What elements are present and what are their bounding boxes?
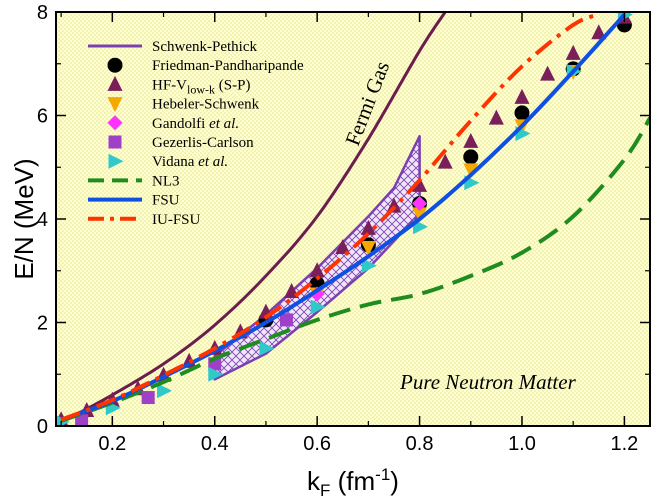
legend-label-friedman-pandharipande: Friedman-Pandharipande bbox=[152, 58, 304, 74]
legend-symbol-vidana-et-al bbox=[108, 153, 124, 169]
plot-background bbox=[56, 12, 650, 426]
x-tick-label: 0.2 bbox=[98, 433, 126, 455]
point-hf-v bbox=[540, 65, 556, 81]
x-tick-label: 0.6 bbox=[303, 433, 331, 455]
legend-label-nl3: NL3 bbox=[152, 173, 180, 189]
point-gezerlis-carlson bbox=[279, 313, 293, 327]
point-hf-v bbox=[437, 153, 453, 169]
point-hf-v bbox=[514, 88, 530, 104]
line-fsu bbox=[60, 13, 626, 422]
legend-symbol-gezerlis-carlson bbox=[108, 135, 122, 149]
x-tick-label: 1.2 bbox=[610, 433, 638, 455]
line-fermi-gas bbox=[60, 12, 447, 424]
legend-label-hebeler-schwenk: Hebeler-Schwenk bbox=[152, 97, 260, 113]
point-hf-v bbox=[488, 109, 504, 125]
legend-label-vidana-et-al: Vidana et al. bbox=[152, 154, 228, 170]
point-hf-v bbox=[591, 24, 607, 40]
point-vidana-et-al bbox=[208, 366, 224, 382]
legend: Schwenk-Pethick Friedman-Pandharipande HF-… bbox=[88, 39, 304, 228]
point-vidana-et-al bbox=[157, 383, 173, 399]
point-gezerlis-carlson bbox=[141, 391, 155, 405]
point-friedman-pandharipande bbox=[463, 149, 479, 165]
line-nl3 bbox=[60, 117, 650, 423]
legend-label-iu-fsu: IU-FSU bbox=[152, 212, 201, 228]
x-tick-label: 1.0 bbox=[508, 433, 536, 455]
point-gandolfi-et-al bbox=[412, 195, 428, 211]
legend-label-gezerlis-carlson: Gezerlis-Carlson bbox=[152, 135, 254, 151]
legend-label-schwenk-pethick: Schwenk-Pethick bbox=[152, 39, 257, 55]
point-vidana-et-al bbox=[361, 258, 377, 274]
legend-label-gandolfi-et-al: Gandolfi et al. bbox=[152, 116, 239, 132]
legend-symbol-hf-v bbox=[107, 75, 123, 91]
point-hf-v bbox=[412, 176, 428, 192]
legend-label-fsu: FSU bbox=[152, 193, 180, 209]
point-hf-v bbox=[309, 262, 325, 278]
point-hebeler-schwenk bbox=[463, 163, 479, 179]
legend-symbol-gandolfi-et-al bbox=[107, 115, 123, 131]
point-vidana-et-al bbox=[259, 340, 275, 356]
point-friedman-pandharipande bbox=[514, 105, 530, 121]
legend-symbol-friedman-pandharipande bbox=[107, 57, 123, 73]
point-vidana-et-al bbox=[310, 299, 326, 315]
point-hf-v bbox=[335, 238, 351, 254]
y-tick-label: 4 bbox=[37, 209, 48, 231]
x-tick-label: 0.4 bbox=[201, 433, 229, 455]
x-tick-label: 0.8 bbox=[406, 433, 434, 455]
point-hf-v bbox=[463, 132, 479, 148]
y-axis-label: E/N (MeV) bbox=[9, 158, 39, 279]
point-gezerlis-carlson bbox=[75, 414, 89, 426]
annotation-pure-neutron-matter: Pure Neutron Matter bbox=[399, 370, 577, 394]
y-tick-label: 2 bbox=[37, 313, 48, 335]
y-tick-label: 8 bbox=[37, 2, 48, 24]
legend-symbol-hebeler-schwenk bbox=[107, 97, 123, 113]
y-tick-label: 6 bbox=[37, 106, 48, 128]
point-hf-v bbox=[565, 44, 581, 60]
x-axis-label: kF (fm-1) bbox=[307, 465, 399, 500]
point-hebeler-schwenk bbox=[360, 240, 376, 256]
legend-label-hf-v: HF-Vlow-k (S-P) bbox=[152, 77, 250, 96]
point-hf-v bbox=[360, 219, 376, 235]
point-hebeler-schwenk bbox=[412, 207, 428, 223]
y-tick-label: 0 bbox=[37, 416, 48, 438]
